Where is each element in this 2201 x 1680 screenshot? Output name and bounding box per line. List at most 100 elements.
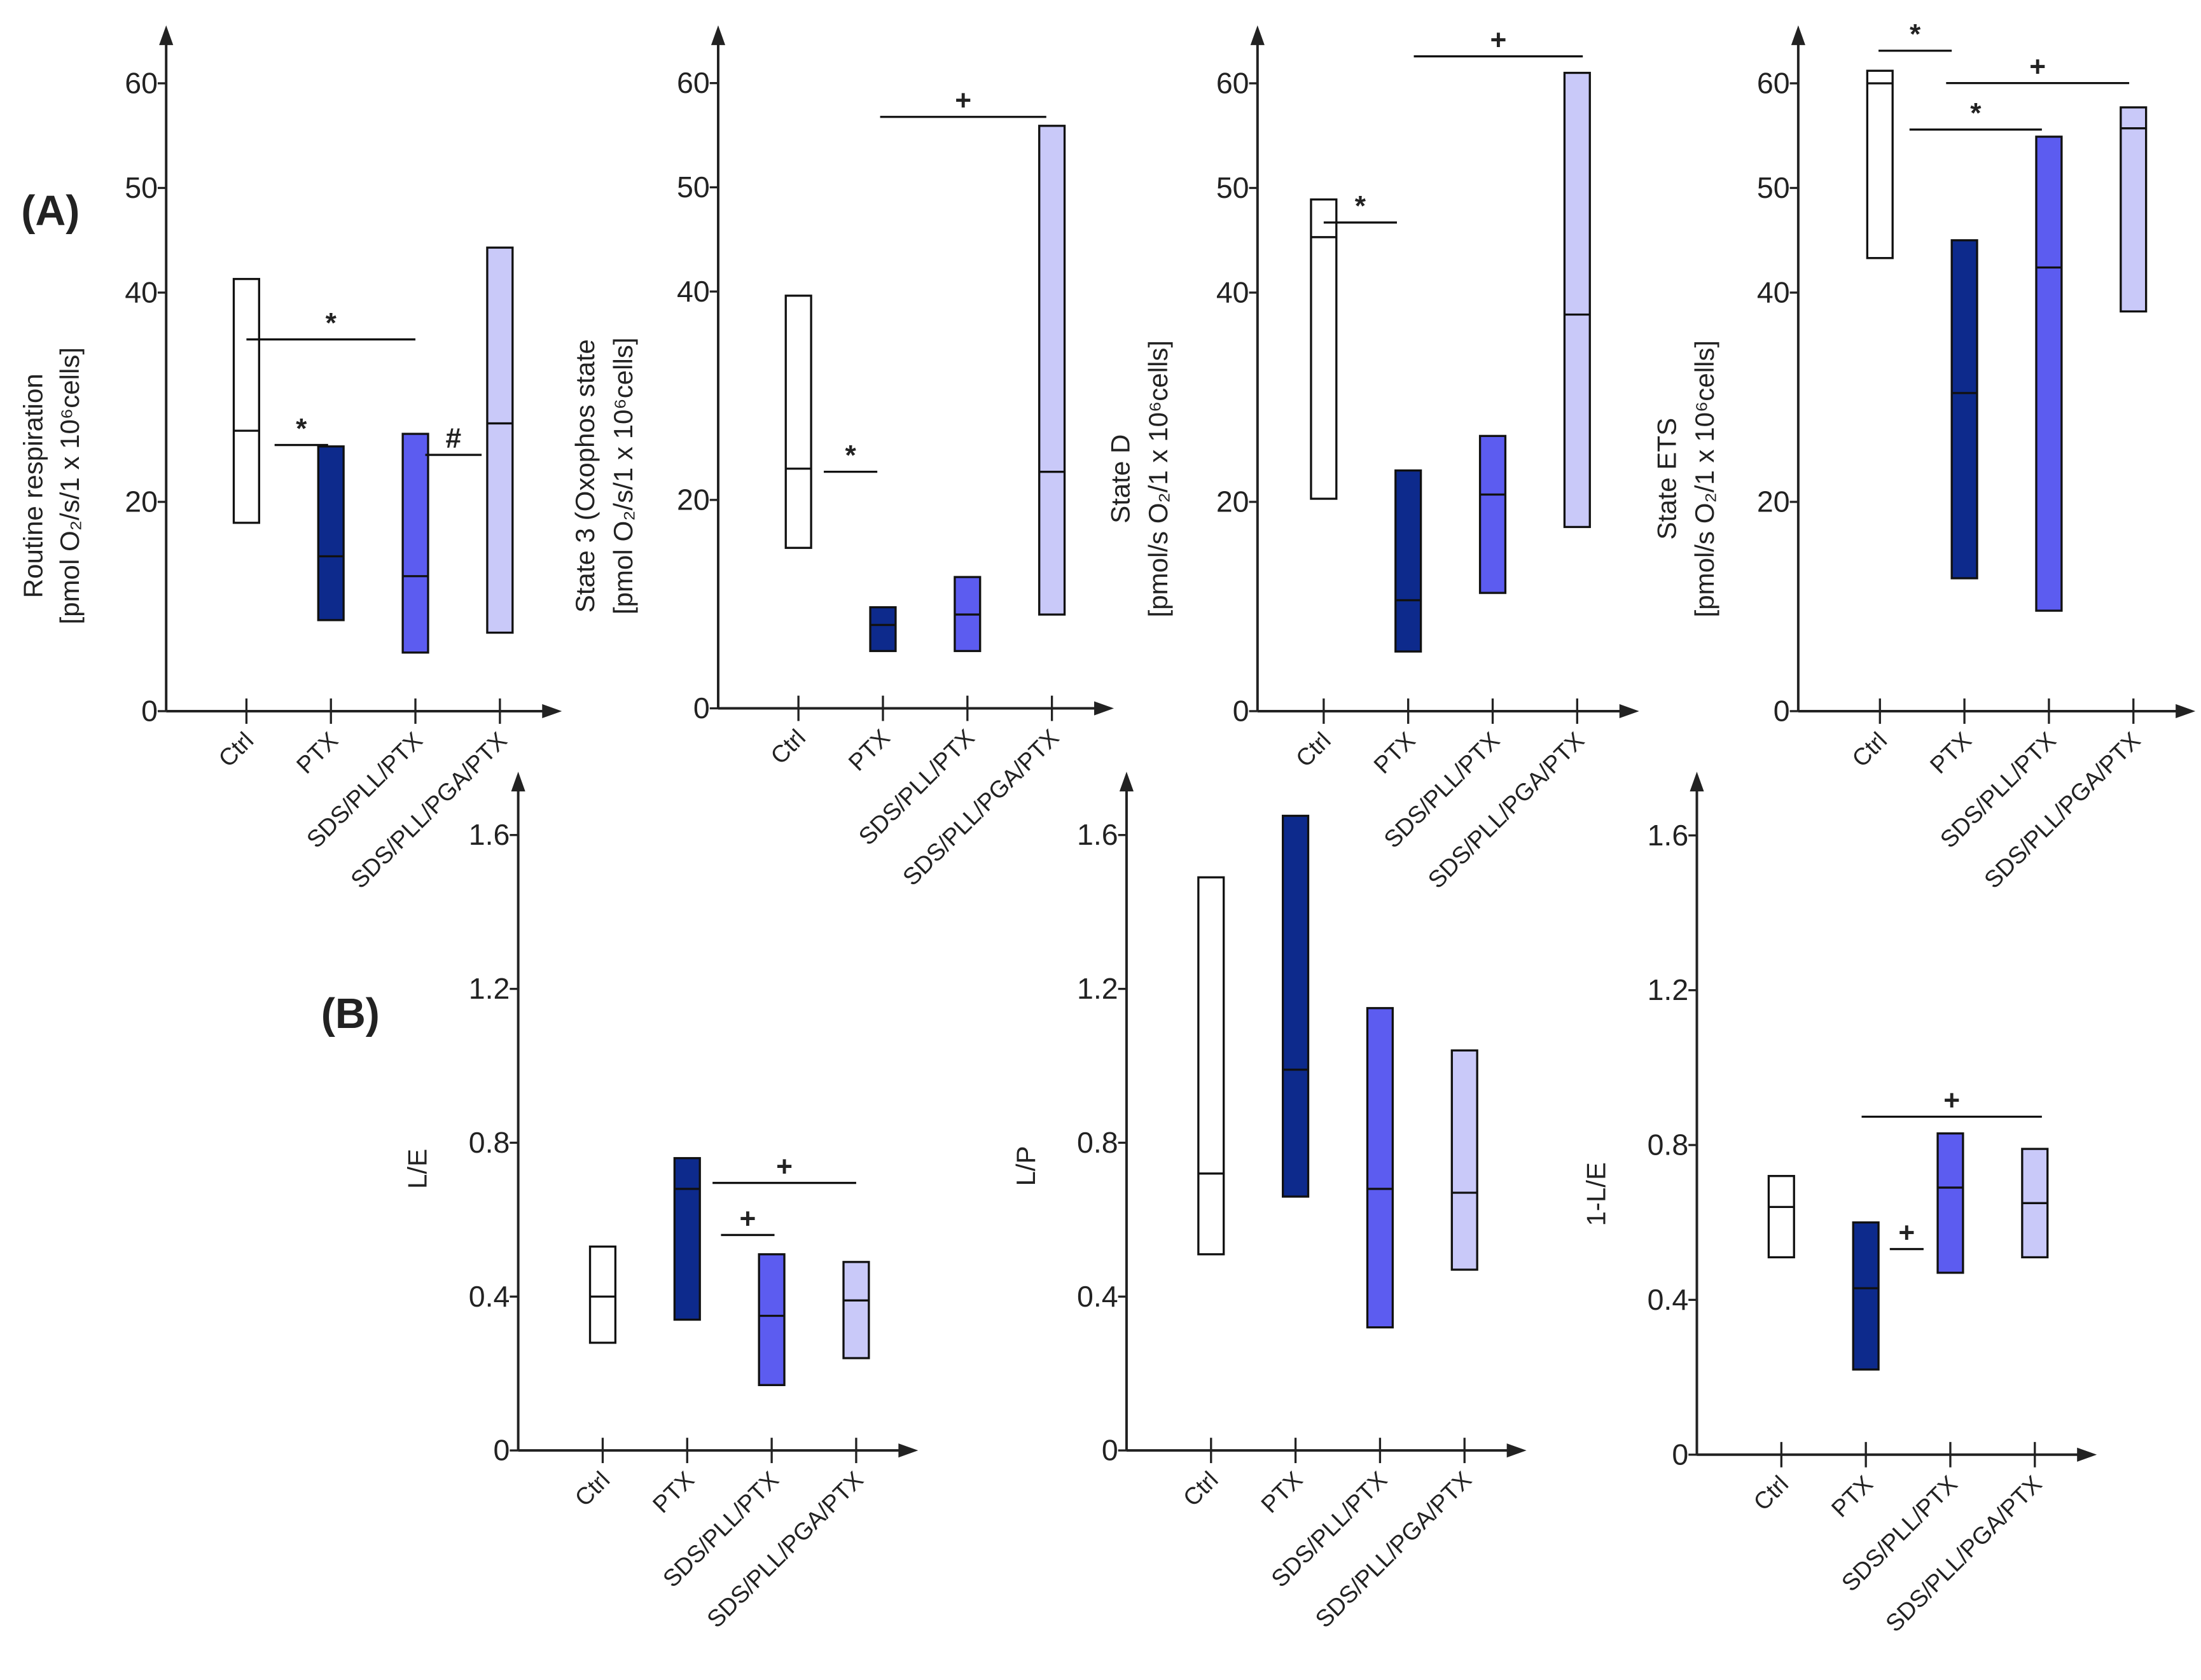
axis-arrow [542, 704, 562, 719]
axis-arrow [1506, 1443, 1527, 1458]
x-tick-label: Ctrl [213, 727, 258, 772]
box [1852, 1221, 1880, 1371]
axis-arrow [1094, 701, 1114, 716]
y-tick-label: 50 [1757, 171, 1790, 204]
box [1366, 1007, 1394, 1329]
box [1450, 1049, 1478, 1271]
x-tick-label: Ctrl [1748, 1470, 1793, 1515]
y-axis-label: State 3 (Oxophos state [570, 339, 600, 613]
significance-label: * [1910, 19, 1921, 50]
x-tick-label: Ctrl [1178, 1466, 1223, 1511]
box [869, 606, 897, 653]
x-tick-label: PTX [1256, 1466, 1307, 1518]
y-axis-label: [pmol O₂/s/1 x 10⁶cells] [55, 347, 85, 625]
significance-label: + [776, 1151, 793, 1182]
box [401, 433, 429, 654]
significance-label: * [296, 413, 307, 444]
y-axis-label: State ETS [1651, 418, 1681, 540]
y-tick-label: 40 [677, 275, 710, 308]
x-tick-label: SDS/PLL/PGA/PTX [898, 724, 1064, 891]
axis-arrow [2077, 1447, 2097, 1462]
y-tick-label: 0 [1672, 1438, 1688, 1471]
y-axis-label: State D [1105, 434, 1135, 524]
box [758, 1253, 786, 1387]
box [784, 295, 812, 549]
significance-label: * [1355, 191, 1366, 222]
x-tick-label: SDS/PLL/PGA/PTX [1880, 1470, 2047, 1637]
box [1950, 239, 1978, 580]
x-tick-label: PTX [1826, 1470, 1878, 1522]
y-axis-label: L/E [403, 1149, 433, 1189]
box [842, 1261, 870, 1359]
x-tick-label: SDS/PLL/PGA/PTX [702, 1466, 868, 1633]
y-tick-label: 0.8 [469, 1126, 510, 1159]
y-tick-label: 0 [1233, 694, 1249, 727]
significance-label: + [1943, 1085, 1960, 1116]
y-axis-label: [pmol/s O₂/1 x 10⁶cells] [1690, 340, 1719, 618]
box [232, 277, 260, 524]
y-tick-label: 60 [125, 66, 158, 99]
y-tick-label: 50 [125, 171, 158, 204]
x-tick-label: SDS/PLL/PGA/PTX [1979, 727, 2146, 894]
x-tick-label: Ctrl [1847, 727, 1892, 772]
box [317, 445, 345, 621]
axis-arrow [1791, 25, 1805, 45]
axis-arrow [1119, 772, 1134, 792]
box [2120, 106, 2148, 313]
y-tick-label: 40 [1757, 275, 1790, 309]
y-axis-label: [pmol O₂/s/1 x 10⁶cells] [608, 337, 638, 614]
box [1936, 1132, 1964, 1274]
significance-label: + [1490, 25, 1506, 56]
y-tick-label: 20 [125, 485, 158, 518]
x-tick-label: PTX [291, 727, 343, 779]
y-axis-label: Routine respiration [18, 373, 48, 598]
y-axis-label: L/P [1011, 1146, 1041, 1186]
y-tick-label: 0 [1774, 694, 1790, 727]
box [1310, 198, 1338, 500]
significance-label: + [2029, 52, 2046, 83]
significance-label: + [740, 1203, 756, 1234]
y-tick-label: 60 [677, 66, 710, 99]
box [673, 1156, 701, 1321]
x-tick-label: PTX [1368, 727, 1420, 779]
x-tick-label: PTX [1925, 727, 1976, 779]
y-tick-label: 20 [677, 483, 710, 516]
box [486, 246, 514, 634]
axis-arrow [1619, 704, 1639, 719]
y-tick-label: 0.8 [1648, 1128, 1689, 1162]
y-tick-label: 20 [1216, 485, 1249, 518]
x-tick-label: Ctrl [765, 724, 810, 769]
x-tick-label: Ctrl [1291, 727, 1336, 772]
y-tick-label: 0 [494, 1434, 510, 1467]
significance-label: * [1970, 98, 1982, 129]
axis-arrow [511, 772, 525, 792]
box [1282, 814, 1310, 1198]
y-tick-label: 0 [141, 694, 158, 727]
y-tick-label: 0.8 [1077, 1126, 1118, 1159]
axis-arrow [2176, 704, 2196, 719]
y-tick-label: 1.2 [469, 972, 510, 1005]
y-tick-label: 0.4 [469, 1280, 510, 1313]
y-tick-label: 0.4 [1077, 1280, 1118, 1313]
y-tick-label: 1.2 [1077, 972, 1118, 1005]
box [1563, 71, 1591, 529]
significance-label: + [955, 85, 971, 116]
y-tick-label: 0.4 [1648, 1283, 1689, 1316]
box [2035, 135, 2063, 612]
y-tick-label: 0 [693, 691, 710, 725]
y-tick-label: 60 [1216, 66, 1249, 99]
box [1038, 125, 1066, 616]
y-tick-label: 60 [1757, 66, 1790, 99]
x-tick-label: SDS/PLL/PGA/PTX [1310, 1466, 1476, 1633]
y-tick-label: 0 [1102, 1434, 1118, 1467]
axis-arrow [159, 25, 174, 45]
axis-arrow [898, 1443, 919, 1458]
y-axis-label: 1-L/E [1581, 1162, 1611, 1226]
x-tick-label: SDS/PLL/PGA/PTX [345, 727, 512, 894]
axis-arrow [1690, 772, 1704, 792]
y-tick-label: 40 [125, 275, 158, 309]
y-axis-label: [pmol/s O₂/1 x 10⁶cells] [1143, 340, 1173, 618]
x-tick-label: Ctrl [569, 1466, 614, 1511]
x-tick-label: SDS/PLL/PGA/PTX [1422, 727, 1589, 894]
